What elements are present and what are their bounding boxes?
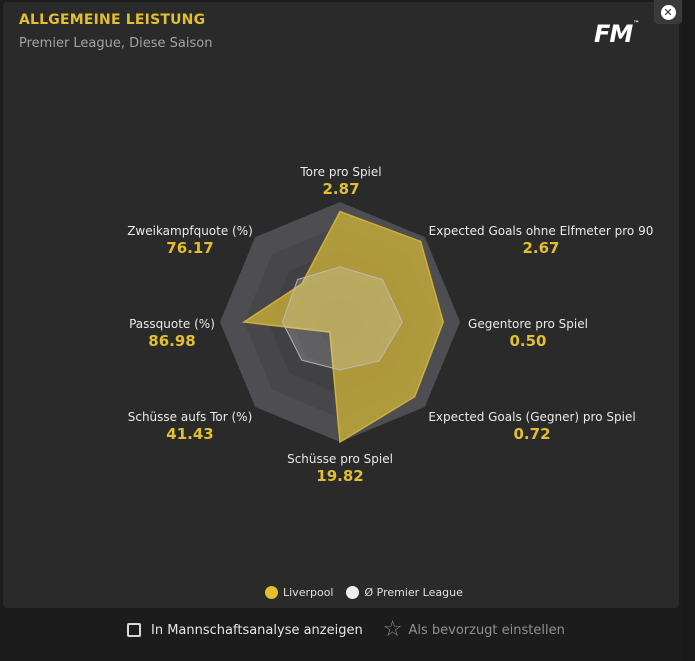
fm-logo-text: FM — [594, 20, 633, 48]
legend-item-liverpool[interactable]: Liverpool — [265, 586, 333, 599]
axis-name: Schüsse aufs Tor (%) — [127, 410, 253, 424]
panel-subtitle: Premier League, Diese Saison — [19, 36, 213, 51]
chart-legend: Liverpool Ø Premier League — [265, 586, 476, 599]
axis-value: 0.72 — [513, 425, 551, 443]
legend-dot-league-average — [346, 586, 360, 599]
set-favorite-label[interactable]: Als bevorzugt einstellen — [408, 622, 565, 638]
axis-name: Gegentore pro Spiel — [468, 317, 588, 331]
panel-footer: In Mannschaftsanalyse anzeigen ☆ Als bev… — [127, 617, 565, 642]
axis-label-1: Expected Goals ohne Elfmeter pro 90 2.67 — [429, 224, 654, 257]
axis-name: Expected Goals ohne Elfmeter pro 90 — [428, 224, 654, 238]
axis-name: Expected Goals (Gegner) pro Spiel — [428, 410, 636, 424]
axis-value: 19.82 — [316, 467, 364, 485]
axis-label-2: Gegentore pro Spiel 0.50 — [468, 317, 588, 350]
team-analysis-checkbox[interactable] — [127, 623, 141, 637]
axis-label-5: Schüsse aufs Tor (%) 41.43 — [128, 410, 253, 443]
axis-name: Schüsse pro Spiel — [287, 452, 393, 466]
fm-logo: FM™ — [594, 20, 639, 48]
background-edge — [683, 0, 695, 661]
axis-name: Tore pro Spiel — [300, 165, 382, 179]
axis-name: Zweikampfquote (%) — [127, 224, 253, 238]
axis-value: 2.87 — [322, 180, 360, 198]
star-icon[interactable]: ☆ — [382, 617, 403, 642]
axis-label-6: Passquote (%) 86.98 — [129, 317, 215, 350]
legend-label-league-average: Ø Premier League — [364, 586, 463, 599]
axis-value: 86.98 — [148, 332, 196, 350]
axis-label-4: Schüsse pro Spiel 19.82 — [287, 452, 393, 485]
legend-label-liverpool: Liverpool — [283, 586, 334, 599]
axis-value: 0.50 — [509, 332, 547, 350]
axis-label-7: Zweikampfquote (%) 76.17 — [127, 224, 253, 257]
close-button[interactable]: ✕ — [654, 0, 682, 24]
axis-value: 2.67 — [522, 239, 560, 257]
close-icon: ✕ — [660, 4, 676, 20]
team-analysis-label[interactable]: In Mannschaftsanalyse anzeigen — [151, 622, 363, 638]
panel-title: ALLGEMEINE LEISTUNG — [19, 12, 206, 28]
radar-series-league-average — [281, 266, 403, 371]
legend-item-league-average[interactable]: Ø Premier League — [346, 586, 463, 599]
axis-label-0: Tore pro Spiel 2.87 — [300, 165, 381, 198]
axis-value: 41.43 — [166, 425, 214, 443]
axis-name: Passquote (%) — [129, 317, 215, 331]
axis-value: 76.17 — [166, 239, 214, 257]
axis-label-3: Expected Goals (Gegner) pro Spiel 0.72 — [428, 410, 635, 443]
fm-logo-tm: ™ — [633, 20, 639, 27]
radar-series — [241, 210, 444, 444]
radar-series-liverpool — [241, 210, 444, 444]
legend-dot-liverpool — [265, 586, 278, 599]
